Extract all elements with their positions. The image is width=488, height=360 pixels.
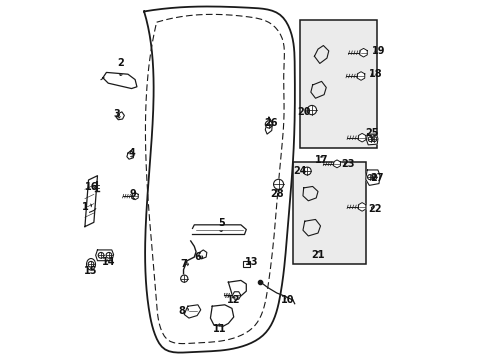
Polygon shape <box>85 176 97 226</box>
Polygon shape <box>116 112 124 120</box>
Circle shape <box>265 121 272 128</box>
Text: 27: 27 <box>370 173 383 183</box>
Polygon shape <box>358 203 365 211</box>
Text: 15: 15 <box>83 266 97 276</box>
Polygon shape <box>366 134 377 145</box>
Circle shape <box>273 179 283 189</box>
Text: 24: 24 <box>293 166 306 176</box>
Text: 13: 13 <box>244 257 258 267</box>
Circle shape <box>88 261 94 267</box>
Text: 4: 4 <box>128 148 135 158</box>
Circle shape <box>98 252 104 258</box>
Polygon shape <box>198 250 206 259</box>
Polygon shape <box>210 305 233 326</box>
Bar <box>292 162 366 264</box>
Text: 26: 26 <box>264 118 278 128</box>
Text: 6: 6 <box>194 252 203 262</box>
Polygon shape <box>192 225 246 234</box>
Circle shape <box>106 252 112 258</box>
Text: 17: 17 <box>314 155 327 165</box>
Circle shape <box>371 136 376 141</box>
Circle shape <box>371 175 376 180</box>
Circle shape <box>306 105 316 115</box>
Text: 8: 8 <box>178 306 188 316</box>
Text: 9: 9 <box>130 189 137 199</box>
Text: 1: 1 <box>81 202 91 212</box>
Text: 10: 10 <box>280 295 294 305</box>
Text: 18: 18 <box>368 69 382 79</box>
Text: 22: 22 <box>368 204 381 214</box>
Text: 23: 23 <box>341 159 354 169</box>
Circle shape <box>180 275 187 282</box>
Polygon shape <box>96 250 113 261</box>
Text: 19: 19 <box>371 46 385 56</box>
Circle shape <box>303 167 310 175</box>
Bar <box>243 261 249 267</box>
Text: 5: 5 <box>217 218 224 231</box>
Text: 7: 7 <box>180 259 188 269</box>
Circle shape <box>367 175 372 180</box>
Polygon shape <box>365 170 379 185</box>
Text: 11: 11 <box>212 324 225 334</box>
Polygon shape <box>132 193 138 200</box>
Ellipse shape <box>86 258 95 270</box>
Polygon shape <box>333 160 340 168</box>
Text: 16: 16 <box>85 182 99 192</box>
Circle shape <box>367 136 372 141</box>
Polygon shape <box>357 72 364 80</box>
Polygon shape <box>232 292 241 299</box>
Text: 21: 21 <box>311 250 324 260</box>
Text: 2: 2 <box>117 58 124 76</box>
Bar <box>300 21 376 148</box>
Text: 25: 25 <box>365 129 378 138</box>
Polygon shape <box>358 134 365 142</box>
Text: 3: 3 <box>114 109 121 119</box>
Text: 28: 28 <box>269 189 283 199</box>
Polygon shape <box>359 48 366 57</box>
Text: 14: 14 <box>102 257 115 267</box>
Polygon shape <box>184 305 201 318</box>
Polygon shape <box>102 72 137 89</box>
Polygon shape <box>265 117 272 134</box>
Polygon shape <box>126 150 134 159</box>
Text: 12: 12 <box>226 295 240 305</box>
Polygon shape <box>228 280 246 298</box>
Text: 20: 20 <box>296 107 310 117</box>
